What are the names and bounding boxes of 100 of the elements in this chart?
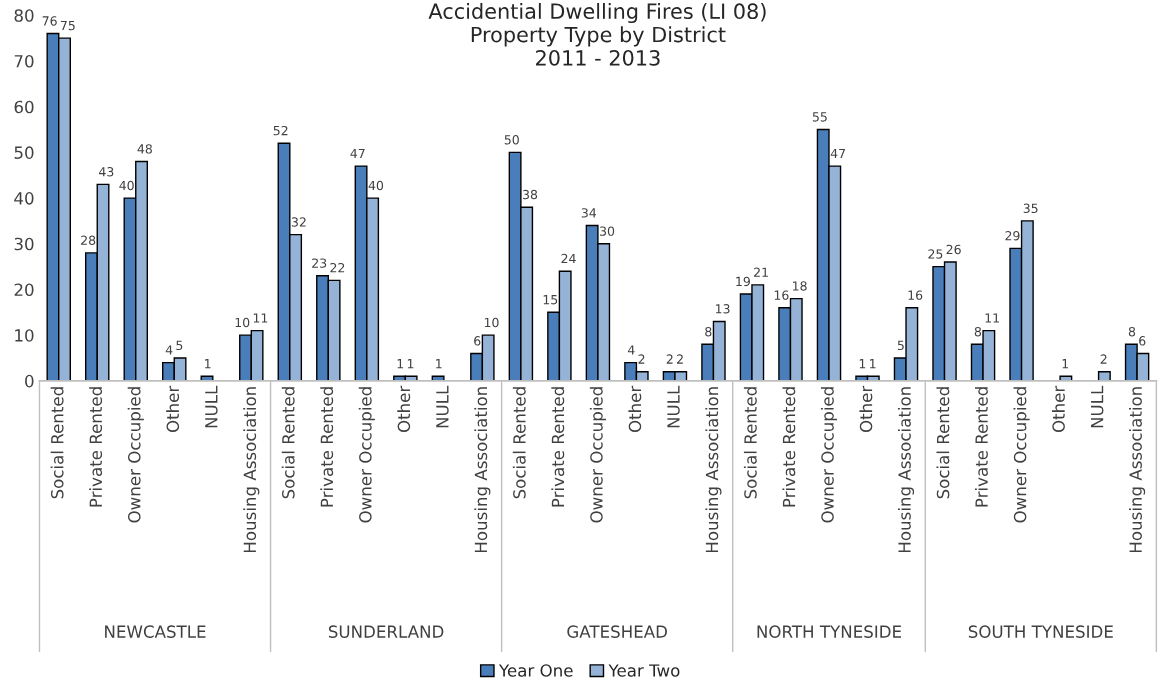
data-label: 1 — [1062, 359, 1069, 369]
x-tick-label: Owner Occupied — [358, 387, 375, 523]
data-label: 34 — [581, 208, 597, 218]
data-label: 35 — [1023, 203, 1038, 214]
x-tick-label: NULL — [436, 385, 449, 428]
data-label: 1 — [407, 359, 414, 369]
chart-title: Accidential Dwelling Fires (LI 08) Property Type by District 2011 - 2013 — [428, 2, 766, 66]
y-tick-label: 70 — [14, 54, 34, 68]
x-tick-label: Social Rented — [50, 387, 64, 499]
x-tick-label: Other — [859, 385, 873, 433]
text: SOUTH TYNESIDE — [968, 625, 1113, 638]
data-label: 25 — [928, 249, 943, 259]
text: SUNDERLAND — [328, 625, 444, 638]
data-label: 8 — [1128, 326, 1136, 337]
data-label: 11 — [253, 313, 268, 323]
data-label: 48 — [137, 144, 152, 154]
data-label: 47 — [350, 148, 365, 158]
data-label: 30 — [600, 226, 615, 236]
data-label: 50 — [504, 135, 519, 145]
x-tick-label: Housing Association — [705, 387, 722, 553]
data-label: 2 — [1100, 354, 1107, 364]
legend-label: Year One — [498, 664, 573, 677]
data-label: 75 — [60, 20, 75, 31]
x-tick-label: Private Rented — [551, 387, 565, 507]
data-label: 10 — [235, 317, 250, 328]
text: NORTH TYNESIDE — [757, 625, 902, 638]
data-label: 8 — [705, 326, 712, 337]
data-label: 26 — [946, 244, 961, 255]
data-label: 22 — [330, 262, 345, 273]
data-label: 52 — [273, 125, 288, 136]
data-label: 47 — [830, 148, 845, 158]
x-tick-label: Private Rented — [782, 387, 796, 507]
data-label: 1 — [205, 359, 211, 369]
data-label: 1 — [436, 359, 442, 369]
x-tick-label: Owner Occupied — [589, 387, 606, 523]
x-tick-label: Other — [1052, 385, 1065, 433]
data-label: 28 — [81, 235, 96, 246]
data-label: 15 — [543, 295, 558, 305]
bar — [1097, 371, 1111, 381]
x-tick-label: Social Rented — [743, 387, 757, 499]
data-label: 21 — [754, 267, 768, 277]
data-label: 55 — [812, 112, 827, 122]
data-label: 2 — [677, 354, 683, 364]
data-label: 8 — [974, 326, 982, 337]
data-label: 4 — [165, 345, 173, 355]
data-label: 10 — [484, 317, 499, 328]
y-tick-label: 40 — [14, 192, 34, 205]
text: NEWCASTLE — [105, 625, 206, 638]
data-label: 11 — [985, 313, 999, 323]
data-label: 5 — [897, 340, 904, 351]
x-tick-label: NULL — [1091, 385, 1104, 428]
x-tick-label: Housing Association — [897, 387, 915, 553]
data-label: 1 — [870, 359, 876, 369]
data-label: 18 — [793, 281, 807, 291]
x-tick-label: Social Rented — [936, 387, 950, 499]
data-label: 40 — [119, 180, 134, 191]
data-label: 13 — [715, 304, 730, 314]
data-label: 5 — [176, 340, 183, 351]
x-tick-label: Owner Occupied — [820, 387, 838, 523]
data-label: 23 — [312, 258, 327, 268]
data-label: 4 — [627, 345, 635, 355]
y-tick-label: 0 — [25, 374, 34, 388]
x-tick-label: Private Rented — [89, 387, 103, 507]
legend-label: Year Two — [608, 664, 680, 677]
data-label: 40 — [368, 180, 384, 191]
x-tick-label: Housing Association — [474, 387, 491, 553]
x-tick-label: Private Rented — [320, 387, 334, 507]
x-tick-label: Other — [397, 385, 411, 433]
data-label: 2 — [638, 354, 645, 364]
x-tick-label: Owner Occupied — [1013, 387, 1030, 523]
data-label: 29 — [1005, 230, 1020, 241]
data-label: 24 — [561, 253, 576, 264]
data-label: 1 — [397, 359, 404, 369]
data-label: 2 — [666, 354, 673, 364]
x-tick-label: Private Rented — [974, 387, 988, 507]
x-tick-label: Housing Association — [1129, 387, 1146, 553]
x-tick-label: Housing Association — [243, 387, 260, 553]
data-label: 76 — [42, 16, 57, 26]
data-label: 16 — [908, 290, 923, 300]
y-tick-label: 60 — [14, 100, 34, 114]
data-label: 19 — [736, 276, 750, 287]
data-label: 6 — [474, 336, 481, 346]
y-tick-label: 80 — [14, 9, 34, 22]
x-tick-label: Other — [628, 385, 642, 433]
y-tick-label: 30 — [14, 237, 34, 251]
data-label: 43 — [99, 167, 114, 177]
x-tick-label: Owner Occupied — [127, 387, 144, 523]
text: GATESHEAD — [567, 625, 667, 638]
x-tick-label: Social Rented — [512, 387, 526, 499]
y-tick-label: 50 — [14, 146, 34, 159]
y-tick-label: 10 — [15, 329, 34, 342]
x-tick-label: Other — [166, 385, 180, 433]
x-tick-label: NULL — [667, 385, 680, 428]
data-label: 16 — [774, 290, 789, 300]
data-label: 6 — [1139, 336, 1146, 346]
x-tick-label: NULL — [205, 385, 218, 428]
data-label: 38 — [523, 189, 538, 200]
y-tick-label: 20 — [14, 283, 34, 297]
data-label: 32 — [291, 217, 306, 227]
x-tick-label: Social Rented — [281, 387, 295, 499]
